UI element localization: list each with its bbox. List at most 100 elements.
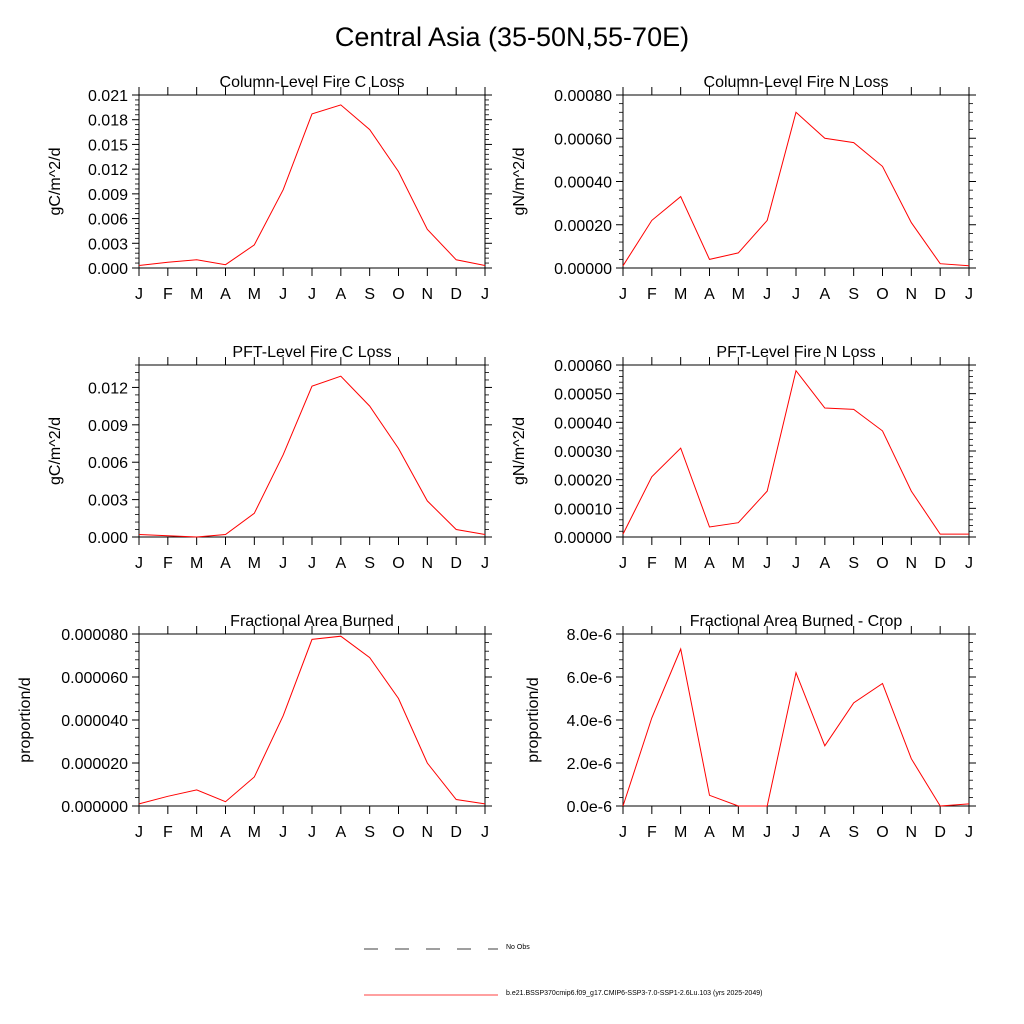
x-tick-label: A (220, 824, 231, 841)
x-tick-label: J (481, 555, 489, 572)
x-tick-label: A (335, 824, 346, 841)
x-tick-label: D (934, 824, 946, 841)
plot-frame (622, 633, 970, 807)
y-tick-label: 0.00050 (554, 387, 612, 404)
y-tick-label: 0.000060 (61, 670, 128, 687)
x-tick-label: O (876, 824, 888, 841)
x-tick-label: J (965, 555, 973, 572)
series-line (138, 375, 486, 538)
x-tick-label: J (619, 824, 627, 841)
legend-obs-label: No Obs (506, 944, 530, 951)
x-tick-label: D (934, 286, 946, 303)
x-tick-label: M (732, 824, 745, 841)
y-tick-label: 0.006 (88, 455, 128, 472)
plot-frame (138, 364, 486, 538)
chart-panel-6: Fractional Area Burned - Crop proportion/… (525, 613, 976, 841)
x-tick-label: O (392, 286, 404, 303)
y-tick-label: 0.00040 (554, 175, 612, 192)
series-line (622, 111, 970, 267)
x-tick-label: N (906, 824, 918, 841)
x-tick-label: N (906, 555, 918, 572)
x-tick-label: M (732, 555, 745, 572)
x-tick-label: F (647, 555, 657, 572)
series-line (138, 104, 486, 266)
y-axis-label: gC/m^2/d (47, 417, 64, 485)
x-tick-label: S (364, 286, 375, 303)
chart-panel-1: Column-Level Fire C Loss gC/m^2/d 0.000 0.0… (47, 74, 492, 303)
x-tick-label: J (965, 824, 973, 841)
x-tick-label: S (848, 555, 859, 572)
y-tick-label: 8.0e-6 (567, 627, 612, 644)
y-tick-label: 0.00000 (554, 261, 612, 278)
y-tick-label: 4.0e-6 (567, 713, 612, 730)
x-tick-label: F (647, 286, 657, 303)
x-tick-label: M (248, 555, 261, 572)
x-tick-label: D (450, 286, 462, 303)
x-tick-label: A (220, 286, 231, 303)
x-tick-label: S (364, 555, 375, 572)
y-tick-label: 0.00020 (554, 473, 612, 490)
y-axis-label: gN/m^2/d (511, 148, 528, 216)
series-line (622, 647, 970, 807)
y-tick-label: 0.000040 (61, 713, 128, 730)
x-tick-label: O (876, 555, 888, 572)
legend (364, 948, 498, 996)
x-tick-label: N (422, 824, 434, 841)
x-tick-label: J (792, 824, 800, 841)
x-tick-label: M (674, 555, 687, 572)
x-tick-label: J (763, 555, 771, 572)
y-tick-label: 0.000000 (61, 799, 128, 816)
y-tick-label: 0.015 (88, 137, 128, 154)
x-tick-label: M (248, 286, 261, 303)
x-tick-label: M (190, 824, 203, 841)
y-tick-label: 0.00000 (554, 530, 612, 547)
y-tick-label: 2.0e-6 (567, 756, 612, 773)
x-tick-label: J (135, 286, 143, 303)
x-tick-label: M (190, 555, 203, 572)
x-tick-label: F (163, 555, 173, 572)
y-tick-label: 0.012 (88, 380, 128, 397)
plot-frame (138, 94, 486, 269)
chart-title: Column-Level Fire N Loss (704, 74, 889, 91)
x-tick-label: J (279, 555, 287, 572)
x-tick-label: J (308, 555, 316, 572)
y-tick-label: 0.00080 (554, 88, 612, 105)
y-tick-label: 0.00020 (554, 218, 612, 235)
x-tick-label: A (819, 555, 830, 572)
x-tick-label: J (279, 824, 287, 841)
series-line (622, 369, 969, 535)
x-tick-label: M (674, 286, 687, 303)
x-tick-label: J (308, 824, 316, 841)
x-tick-label: N (422, 286, 434, 303)
x-tick-label: O (392, 824, 404, 841)
x-tick-label: N (906, 286, 918, 303)
x-tick-label: J (619, 555, 627, 572)
y-tick-label: 0.003 (88, 236, 128, 253)
x-tick-label: M (190, 286, 203, 303)
x-tick-label: J (279, 286, 287, 303)
x-tick-label: J (135, 555, 143, 572)
x-tick-label: D (450, 555, 462, 572)
x-tick-label: J (965, 286, 973, 303)
y-tick-label: 0.018 (88, 113, 128, 130)
x-tick-label: A (704, 286, 715, 303)
x-tick-label: F (163, 824, 173, 841)
x-tick-label: D (934, 555, 946, 572)
x-tick-label: O (392, 555, 404, 572)
chart-panel-4: PFT-Level Fire N Loss gN/m^2/d 0.00000 0.00… (511, 344, 976, 572)
plot-frame (138, 633, 486, 807)
chart-title: Fractional Area Burned - Crop (690, 613, 903, 630)
x-tick-label: M (674, 824, 687, 841)
plot-frame (622, 364, 970, 538)
y-tick-label: 0.00030 (554, 444, 612, 461)
x-tick-label: J (763, 824, 771, 841)
y-tick-label: 0.00010 (554, 501, 612, 518)
chart-title: Fractional Area Burned (230, 613, 394, 630)
y-tick-label: 0.00060 (554, 131, 612, 148)
x-tick-label: M (732, 286, 745, 303)
x-tick-label: J (308, 286, 316, 303)
y-tick-label: 0.000 (88, 261, 128, 278)
y-axis-label: gC/m^2/d (47, 148, 64, 216)
x-tick-label: A (335, 286, 346, 303)
